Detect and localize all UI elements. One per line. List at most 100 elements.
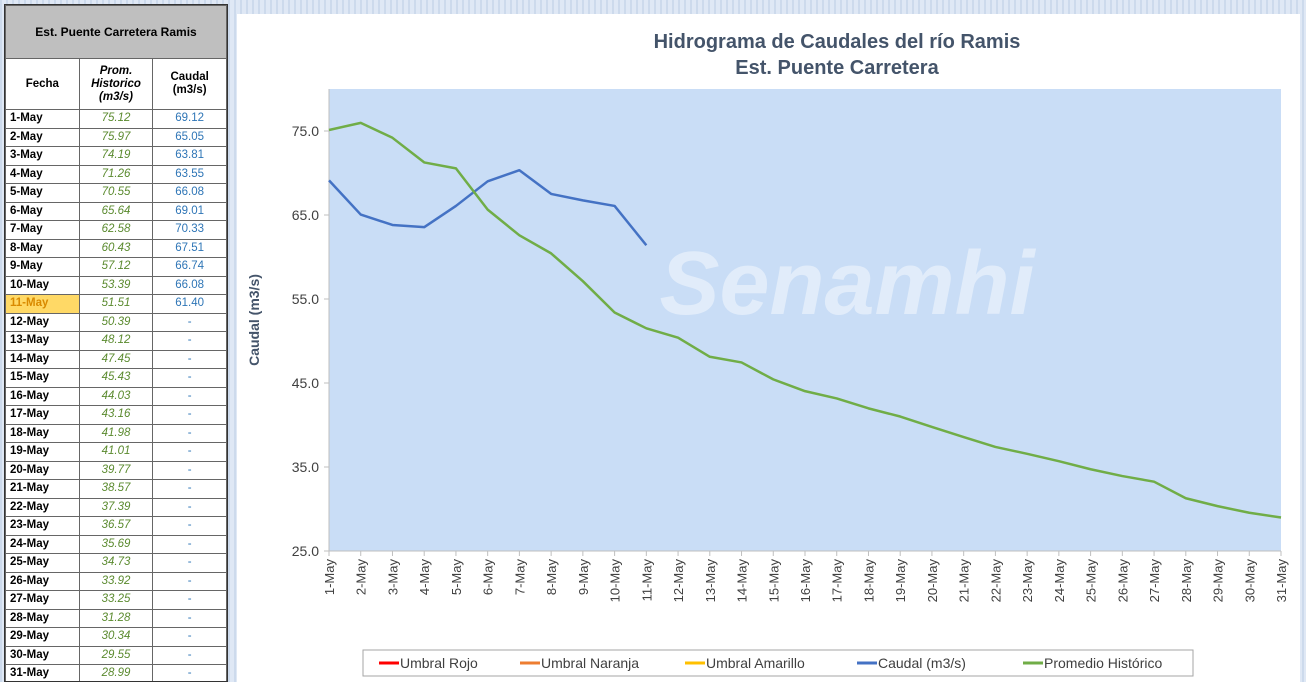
chart: Senamhi Hidrograma de Caudales del río Ra… [237, 14, 1300, 682]
table-row: 23-May 36.57- [5, 516, 227, 536]
table-cell: - [152, 664, 227, 681]
table-cell: 34.73 [78, 553, 154, 573]
table-cell: 66.74 [152, 257, 227, 277]
table-row: 14-May 47.45- [5, 349, 227, 369]
table-row: 8-May 60.43 67.51 [5, 238, 227, 258]
table-cell: 30.34 [78, 627, 154, 647]
x-tick-label: 27-May [1147, 559, 1162, 603]
table-cell: 22-May [5, 497, 80, 517]
table-cell: 66.08 [152, 275, 227, 295]
table-cell: 61.40 [152, 294, 227, 314]
table-cell: 71.26 [78, 164, 154, 184]
table-cell: 17-May [5, 405, 80, 425]
data-line [328, 168, 648, 247]
table-cell: 7-May [5, 220, 80, 240]
table-cell: 33.25 [78, 590, 154, 610]
table-cell: 28.99 [78, 664, 154, 681]
x-tick-label: 31-May [1274, 559, 1289, 603]
y-tick-label: 75.0 [292, 123, 319, 139]
table-row: 31-May 28.99- [5, 664, 227, 681]
table-row: 13-May 48.12- [5, 331, 227, 351]
table-cell: - [152, 460, 227, 480]
table: Est. Puente Carretera Ramis Fecha Prom. Hi… [5, 5, 227, 681]
x-tick-label: 21-May [957, 559, 972, 603]
y-tick-label: 55.0 [292, 291, 319, 307]
data-line [328, 121, 1282, 519]
legend-label: Promedio Histórico [1044, 655, 1162, 671]
x-tick-label: 25-May [1084, 559, 1099, 603]
x-tick-label: 30-May [1242, 559, 1257, 603]
x-tick-label: 3-May [385, 559, 400, 596]
table-row: 20-May 39.77- [5, 460, 227, 480]
table-cell: 60.43 [78, 238, 154, 258]
data-table: Est. Puente Carretera Ramis Fecha Prom. Hi… [4, 4, 228, 682]
table-title: Est. Puente Carretera Ramis [5, 5, 227, 59]
table-cell: 21-May [5, 479, 80, 499]
table-cell: 75.12 [78, 109, 154, 129]
table-cell: 69.12 [152, 109, 227, 129]
table-row: 24-May 35.69- [5, 534, 227, 554]
table-cell: 27-May [5, 590, 80, 610]
table-cell: 65.64 [78, 201, 154, 221]
table-cell: 28-May [5, 608, 80, 628]
table-cell: 67.51 [152, 238, 227, 258]
table-row: 15-May 45.43- [5, 368, 227, 388]
x-tick-label: 6-May [481, 559, 496, 596]
table-cell: 75.97 [78, 127, 154, 147]
table-cell: 29-May [5, 627, 80, 647]
table-cell: 36.57 [78, 516, 154, 536]
table-cell: 4-May [5, 164, 80, 184]
table-cell: 62.58 [78, 220, 154, 240]
header-row: Fecha Prom. Historico (m3/s) Caudal (m3/s) [5, 58, 227, 110]
table-cell: 38.57 [78, 479, 154, 499]
table-cell: 13-May [5, 331, 80, 351]
table-row: 30-May 29.55- [5, 645, 227, 665]
table-cell: - [152, 349, 227, 369]
table-cell: 2-May [5, 127, 80, 147]
x-tick-label: 14-May [735, 559, 750, 603]
chart-subtitle: Est. Puente Carretera [735, 57, 939, 79]
plot-area [329, 89, 1281, 551]
table-cell: 8-May [5, 238, 80, 258]
title-row: Est. Puente Carretera Ramis [5, 5, 227, 59]
table-cell: - [152, 608, 227, 628]
table-cell: 16-May [5, 386, 80, 406]
table-row: 3-May 74.19 63.81 [5, 146, 227, 166]
table-cell: - [152, 627, 227, 647]
table-cell: - [152, 571, 227, 591]
y-tick-label: 45.0 [292, 375, 319, 391]
table-row: 27-May 33.25- [5, 590, 227, 610]
table-cell: 70.55 [78, 183, 154, 203]
table-row: 12-May 50.39- [5, 312, 227, 332]
y-tick-label: 35.0 [292, 459, 319, 475]
legend-box [362, 649, 1194, 677]
table-row: 9-May 57.12 66.74 [5, 257, 227, 277]
table-cell: 33.92 [78, 571, 154, 591]
table-cell: - [152, 423, 227, 443]
table-cell: - [152, 312, 227, 332]
legend-label: Caudal (m3/s) [878, 655, 966, 671]
table-cell: 39.77 [78, 460, 154, 480]
table-cell: 9-May [5, 257, 80, 277]
table-cell: 63.81 [152, 146, 227, 166]
table-cell: 26-May [5, 571, 80, 591]
table-row: 11-May 51.51 61.40 [5, 294, 227, 314]
column-header: Prom. Historico (m3/s) [78, 58, 154, 110]
x-tick-label: 26-May [1115, 559, 1130, 603]
table-row: 22-May 37.39- [5, 497, 227, 517]
table-cell: - [152, 590, 227, 610]
chart-title: Hidrograma de Caudales del río Ramis [654, 31, 1021, 53]
table-cell: 70.33 [152, 220, 227, 240]
column-header: Fecha [5, 58, 80, 110]
table-cell: - [152, 386, 227, 406]
table-cell: 47.45 [78, 349, 154, 369]
table-row: 18-May 41.98- [5, 423, 227, 443]
table-cell: 43.16 [78, 405, 154, 425]
x-tick-label: 2-May [354, 559, 369, 596]
x-tick-label: 29-May [1211, 559, 1226, 603]
legend-label: Umbral Amarillo [706, 655, 805, 671]
table-row: 28-May 31.28- [5, 608, 227, 628]
table-cell: - [152, 497, 227, 517]
table-cell: 6-May [5, 201, 80, 221]
